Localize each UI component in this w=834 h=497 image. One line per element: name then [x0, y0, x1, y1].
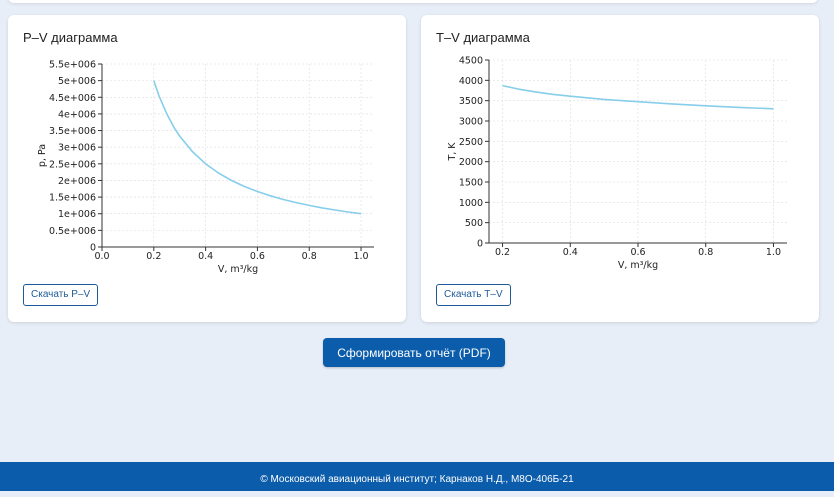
- pv-ytick-label: 4.5e+006: [49, 93, 96, 104]
- pv-xtick-label: 0.6: [250, 251, 265, 262]
- pv-series-line-0: [153, 80, 362, 215]
- tv-xtick-label: 0.8: [698, 247, 713, 258]
- pv-ytick-label: 3e+006: [58, 143, 96, 154]
- pv-ytick-label: 1.5e+006: [49, 193, 96, 204]
- pv-card-title: P–V диаграмма: [23, 30, 118, 45]
- tv-xtick-label: 0.4: [563, 247, 578, 258]
- pv-xtick-label: 0.4: [198, 251, 213, 262]
- pv-xtick-label: 0.8: [302, 251, 317, 262]
- pv-chart: 0 0.5e+006 1e+006 1.5e+006 2e+006 2.5e+006 3e+…: [37, 60, 374, 275]
- tv-ytick-label: 4500: [459, 56, 483, 67]
- tv-card-title: T–V диаграмма: [436, 30, 530, 45]
- pv-ytick-label: 0.5e+006: [49, 226, 96, 237]
- tv-chart-card: T–V диаграмма 0 500 1000 1500 2000 2500 3000 35…: [421, 15, 819, 322]
- pv-ytick-label: 0: [90, 243, 96, 254]
- tv-chart: 0 500 1000 1500 2000 2500 3000 3500 4000 4500 0.2 0…: [447, 56, 787, 271]
- tv-ytick-label: 3500: [459, 96, 483, 107]
- tv-xtick-label: 0.6: [630, 247, 645, 258]
- pv-ytick-label: 2.5e+006: [49, 159, 96, 170]
- tv-y-axis-label: T, K: [447, 142, 458, 162]
- pv-xtick-label: 0.2: [146, 251, 161, 262]
- tv-ytick-label: 4000: [459, 76, 483, 87]
- tv-series-line-0: [502, 84, 774, 110]
- pv-ytick-label: 2e+006: [58, 176, 96, 187]
- footer-text: © Московский авиационный институт; Карна…: [260, 474, 574, 485]
- tv-xtick-label: 0.2: [495, 247, 510, 258]
- generate-report-button[interactable]: Сформировать отчёт (PDF): [323, 338, 505, 367]
- tv-ytick-label: 1500: [459, 178, 483, 189]
- pv-xtick-label: 0.0: [94, 251, 109, 262]
- footer: © Московский авиационный институт; Карна…: [0, 462, 834, 491]
- tv-xtick-label: 1.0: [766, 247, 781, 258]
- pv-x-axis-label: V, m³/kg: [218, 264, 258, 275]
- pv-ytick-label: 3.5e+006: [49, 126, 96, 137]
- tv-ytick-label: 2500: [459, 137, 483, 148]
- tv-ytick-label: 1000: [459, 198, 483, 209]
- tv-x-axis-label: V, m³/kg: [618, 260, 658, 271]
- tv-ytick-label: 2000: [459, 157, 483, 168]
- previous-card-edge: [8, 0, 818, 3]
- pv-ytick-label: 5e+006: [58, 76, 96, 87]
- pv-chart-card: P–V диаграмма 0 0.5e+006 1e+006 1.5e+006 2e+…: [8, 15, 406, 322]
- pv-ytick-label: 4e+006: [58, 109, 96, 120]
- pv-xtick-label: 1.0: [353, 251, 368, 262]
- download-pv-button[interactable]: Скачать P–V: [23, 284, 99, 306]
- tv-ytick-label: 3000: [459, 117, 483, 128]
- download-tv-button[interactable]: Скачать T–V: [436, 284, 511, 306]
- pv-y-axis-label: p, Pa: [37, 144, 48, 167]
- tv-ytick-label: 500: [465, 218, 483, 229]
- pv-ytick-label: 1e+006: [58, 209, 96, 220]
- pv-ytick-label: 5.5e+006: [49, 60, 96, 71]
- tv-ytick-label: 0: [477, 239, 483, 250]
